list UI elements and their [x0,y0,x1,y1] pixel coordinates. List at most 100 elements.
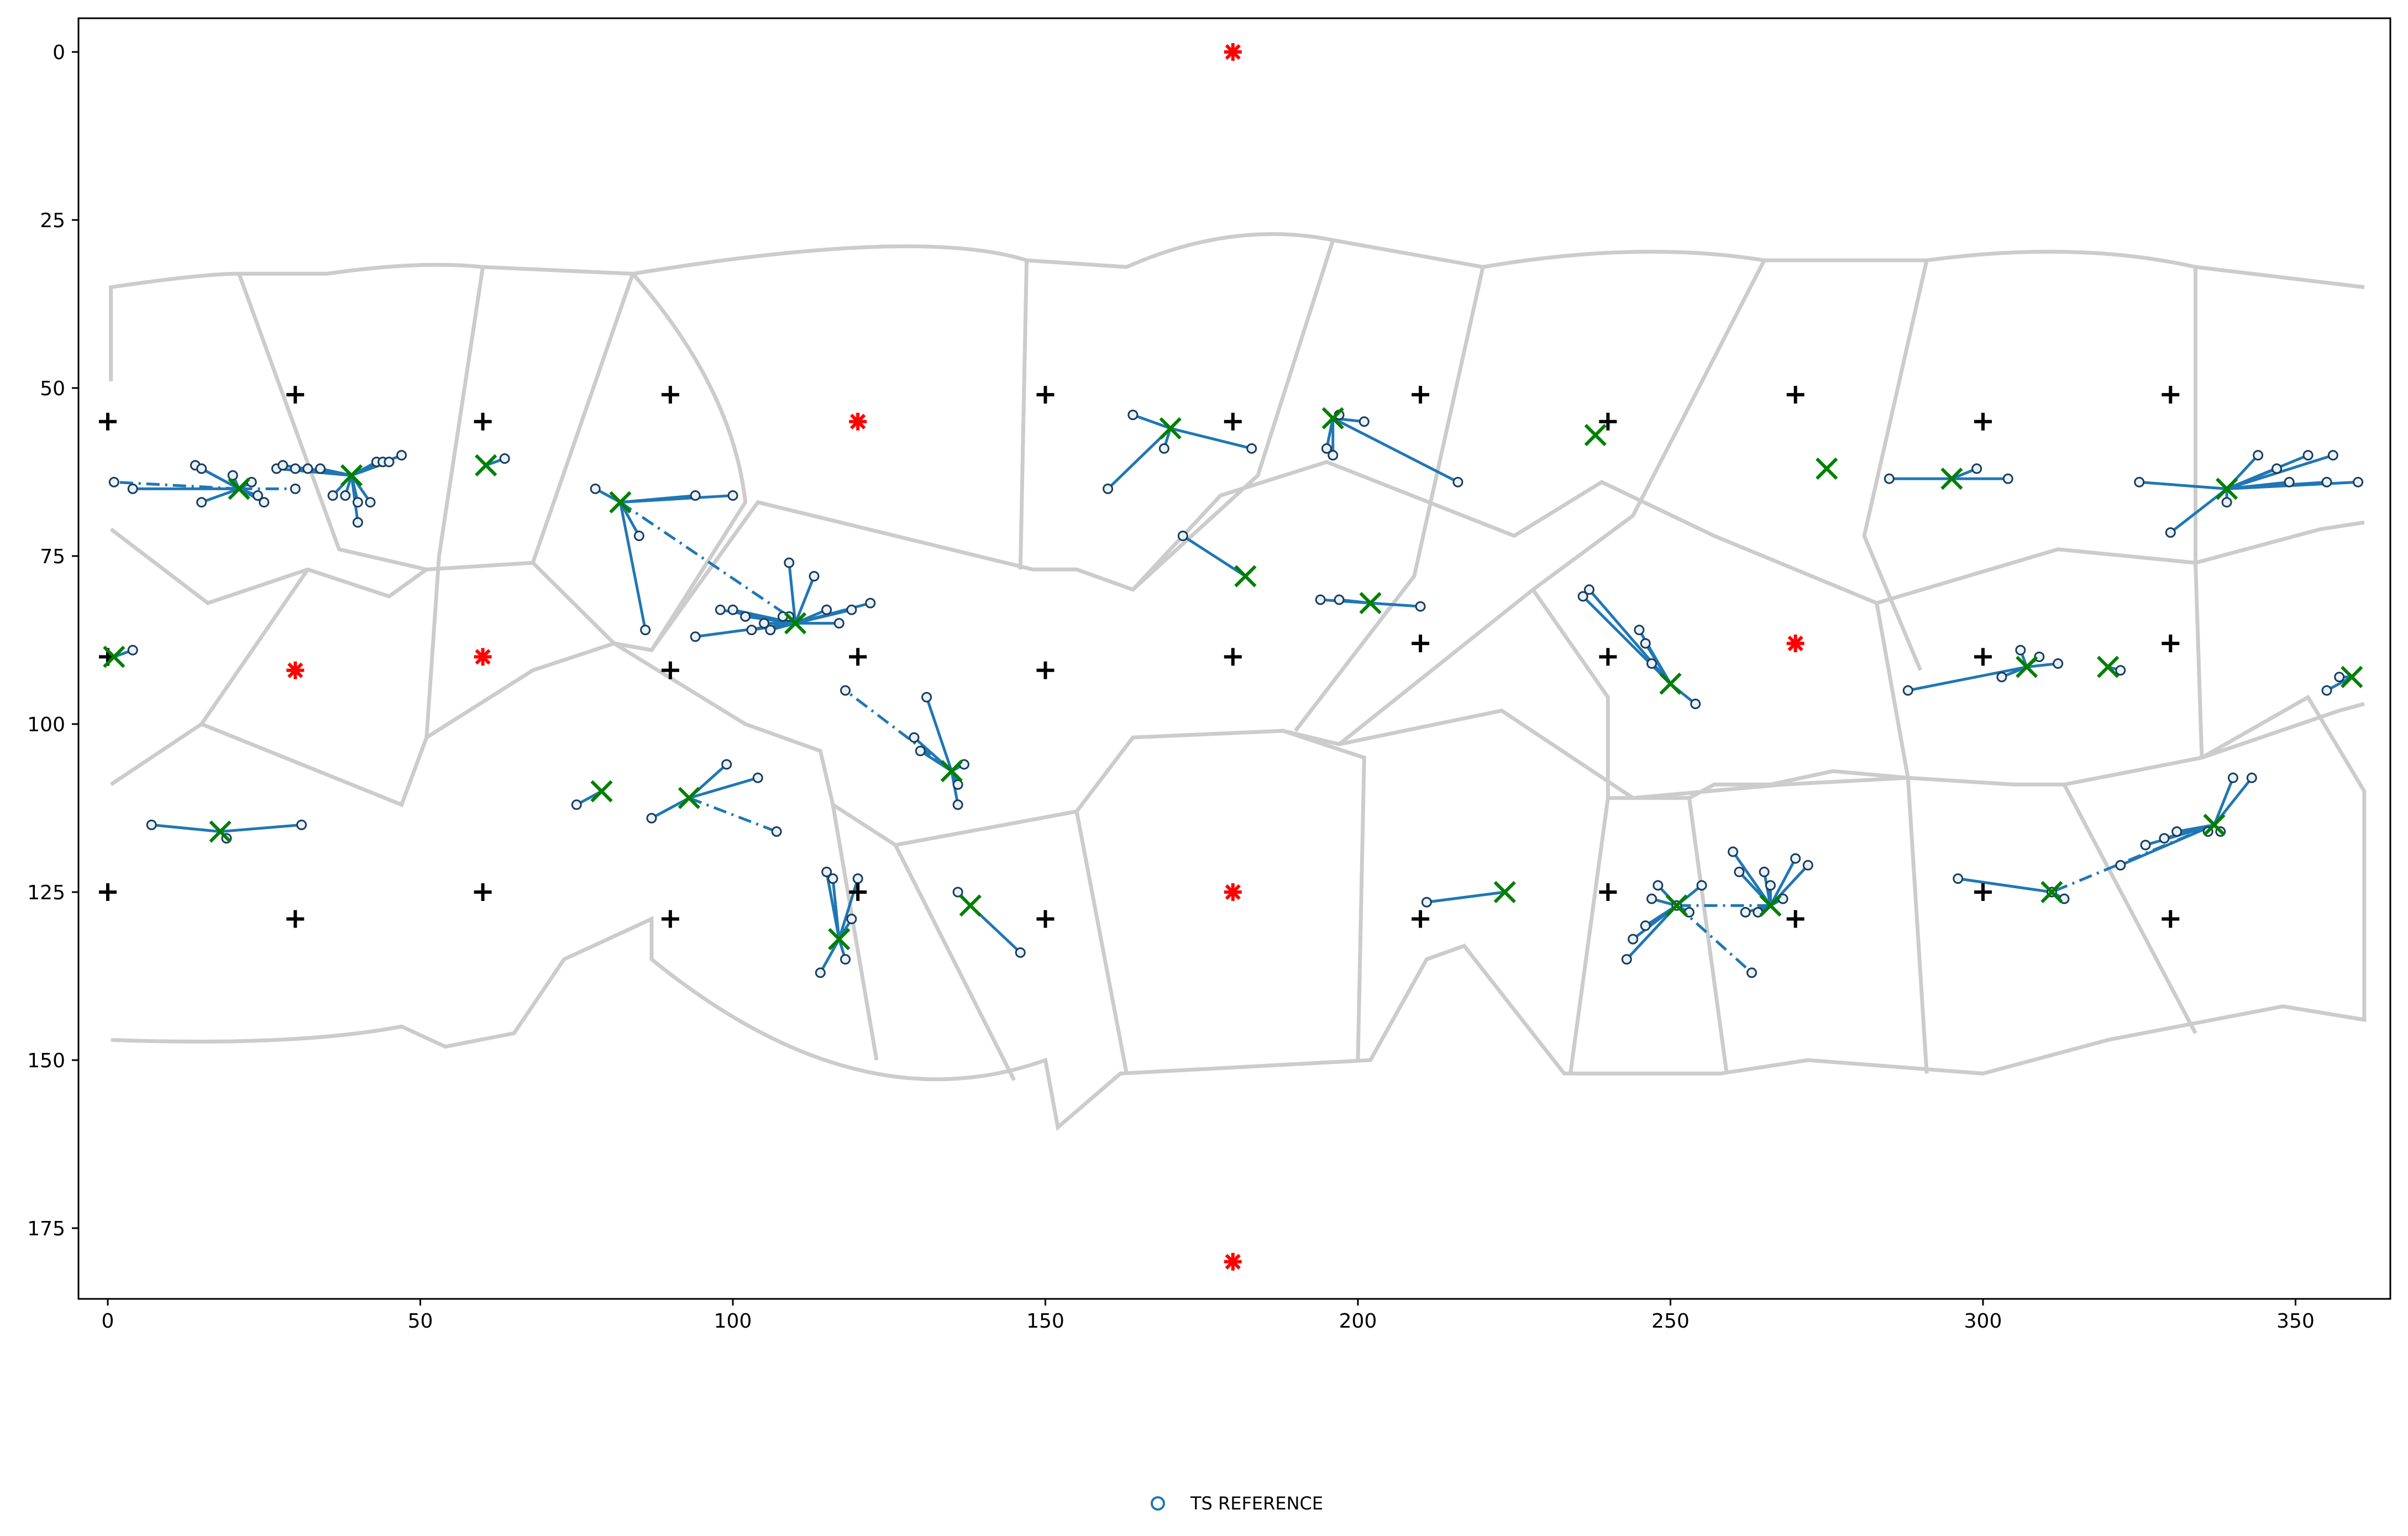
ts-reference-point-1-13 [396,450,407,461]
anchor-plus-10 [2162,386,2180,404]
ts-reference-point-0-8 [108,476,119,487]
cluster-8-link-5 [837,878,859,940]
anchor-plus-26 [1412,910,1430,928]
anchor-plus-17 [1599,648,1617,666]
ts-reference-point-10-3 [1246,443,1257,454]
anchor-plus-2 [474,412,492,431]
centroid-marker-4 [784,612,807,635]
ts-reference-point-25-1 [1628,934,1639,945]
centroid-marker-22 [2097,656,2120,678]
centroid-marker-2 [475,454,497,476]
ts-reference-point-4-2 [727,604,738,615]
centroid-marker-14-b [959,894,982,917]
y-axis: 0 25 50 75 100 125 150 175 [27,41,78,1240]
centroid-marker-4-b [784,612,807,635]
centroid-marker-18 [1659,672,1682,695]
centroid-marker-23 [2341,665,2363,689]
centroid-marker-0 [228,478,250,500]
cluster-21-link-0 [1907,665,2027,692]
ts-reference-point-20-6 [2302,450,2313,461]
ts-reference-point-20-2 [2221,497,2232,508]
cluster-3-link-2 [618,502,647,631]
markers [99,43,2363,1271]
cluster-6-dashdot-link-0 [688,796,778,833]
ts-reference-point-0-0 [127,483,138,494]
cluster-4-link-9 [794,575,816,624]
y-tick-label-0: 0 [53,41,65,64]
ts-reference-point-0-6 [252,490,263,501]
ts-reference-point-4-5 [759,618,770,629]
anchor-plus-18 [1974,648,1992,666]
anchor-plus-7 [1599,412,1617,431]
ts-reference-point-3-4 [727,490,738,501]
anchor-plus-12 [661,661,679,679]
cluster-3-link-1 [619,501,641,537]
centroid-marker-19-b [1940,468,1963,490]
ts-reference-point-3-1 [633,531,644,542]
ts-reference-point-5-6 [840,685,851,696]
anchor-plus-13 [849,648,867,666]
anchor-plus-9 [1974,412,1992,431]
ts-reference-point-0-9 [290,483,301,494]
anchor-plus-28 [1786,910,1804,928]
ts-reference-point-9-2 [296,819,307,830]
cluster-6-link-2 [689,776,758,800]
anchor-plus-6 [1412,386,1430,404]
special-star-x-4-b [1787,635,1803,652]
cluster-26-link-0 [1732,851,1772,906]
ts-reference-point-25-4 [1652,880,1664,891]
ts-reference-point-28-0 [2115,859,2126,871]
anchor-plus-16 [1412,635,1430,653]
centroid-marker-25 [1665,894,1688,917]
ts-reference-point-8-3 [840,954,851,965]
centroid-marker-6-b [678,787,700,809]
centroid-marker-16 [1584,423,1607,447]
centroid-marker-2-b [475,454,497,476]
centroid-marker-15 [1493,880,1516,904]
ts-reference-point-26-2 [1740,906,1751,918]
ts-reference-point-25-0 [1621,954,1632,965]
cluster-26-link-7 [1769,858,1797,906]
ts-reference-point-26-5 [1765,880,1776,891]
legend-marker-icon [1151,1496,1165,1511]
x-tick-label-4: 200 [1339,1310,1377,1333]
cluster-0-link-2 [201,467,240,490]
centroid-marker-3 [609,491,632,513]
cluster-15-link-0 [1426,890,1505,904]
ts-reference-point-1-4 [315,463,326,474]
centroid-marker-21 [2016,656,2038,678]
ts-reference-point-10-2 [1158,443,1169,454]
anchor-plus-0 [99,412,117,431]
special-star-x-2 [287,662,303,678]
cluster-4-link-8 [788,562,797,623]
ts-reference-point-0-2 [196,463,207,474]
anchor-plus-3 [661,386,679,404]
ts-reference-point-25-3 [1646,893,1657,904]
ts-reference-point-26-0 [1728,846,1739,857]
special-star-x-5 [1225,884,1241,900]
ts-reference-point-0-4 [227,470,238,481]
cluster-11-link-4 [1332,417,1459,484]
ts-reference-point-28-2 [2159,833,2170,844]
ts-reference-point-18-3 [1640,638,1651,649]
cell-border-3 [111,916,2365,1131]
y-tick-label-5: 125 [27,882,65,904]
ts-reference-point-23-1 [2334,672,2345,683]
anchor-plus-8 [1786,386,1804,404]
ts-reference-point-20-3 [2253,450,2264,461]
cluster-8-link-2 [831,878,841,940]
ts-reference-point-20-4 [2271,463,2283,474]
ts-reference-point-0-7 [259,497,270,508]
ts-reference-point-18-0 [1577,591,1588,602]
ts-reference-point-4-12 [846,604,857,615]
ts-reference-point-21-2 [2015,644,2026,656]
centroid-marker-20-b [2215,478,2238,500]
ts-reference-point-4-11 [833,618,844,629]
centroid-marker-25-b [1665,894,1688,917]
cluster-10-link-0 [1106,427,1172,490]
ts-reference-point-1-3 [302,463,313,474]
cluster-0-dashdot-link-0 [114,480,239,490]
cell-border-1 [109,460,2365,653]
cluster-13-link-2 [1370,601,1421,608]
ts-reference-point-18-1 [1583,584,1594,595]
